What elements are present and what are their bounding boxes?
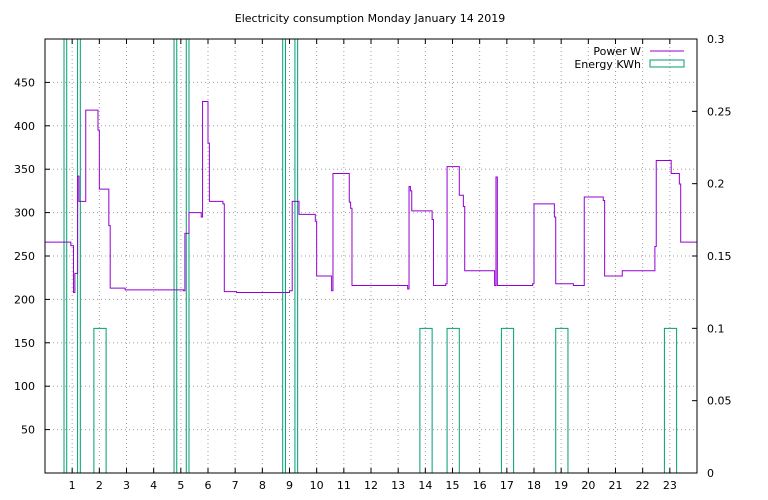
y-tick-label: 200 [14, 293, 35, 306]
x-tick-label: 1 [69, 479, 76, 492]
y2-tick-label: 0.05 [707, 395, 732, 408]
x-tick-label: 2 [96, 479, 103, 492]
y-tick-label: 100 [14, 380, 35, 393]
x-tick-label: 6 [205, 479, 212, 492]
energy-bar [294, 38, 299, 473]
energy-bar [185, 38, 190, 473]
x-tick-label: 8 [259, 479, 266, 492]
x-tick-label: 3 [123, 479, 130, 492]
x-tick-label: 5 [177, 479, 184, 492]
y2-tick-label: 0.25 [707, 105, 732, 118]
chart-title: Electricity consumption Monday January 1… [235, 12, 505, 25]
energy-bar [419, 327, 433, 473]
x-tick-label: 20 [581, 479, 595, 492]
x-tick-label: 19 [554, 479, 568, 492]
x-tick-label: 18 [527, 479, 541, 492]
power-series [45, 100, 697, 293]
x-tick-label: 13 [391, 479, 405, 492]
x-tick-label: 14 [418, 479, 432, 492]
y2-tick-label: 0.3 [707, 33, 725, 46]
energy-bar [93, 327, 107, 473]
y2-tick-label: 0.2 [707, 178, 725, 191]
legend-swatch-energy [649, 59, 685, 68]
x-tick-label: 9 [286, 479, 293, 492]
energy-bar [173, 38, 178, 473]
x-tick-label: 23 [663, 479, 677, 492]
y-tick-label: 450 [14, 76, 35, 89]
y2-tick-label: 0.1 [707, 322, 725, 335]
x-tick-label: 7 [232, 479, 239, 492]
x-tick-label: 21 [609, 479, 623, 492]
axes: 1 2 3 4 5 6 7 8 9 10 11 12 13 14 15 16 17 18 19 20 21 22 23501… [14, 33, 732, 492]
x-tick-label: 12 [364, 479, 378, 492]
y-tick-label: 400 [14, 120, 35, 133]
energy-bar [282, 38, 286, 473]
x-tick-label: 4 [150, 479, 157, 492]
legend: Power W Energy KWh [574, 45, 685, 71]
y2-tick-label: 0 [707, 467, 714, 480]
x-tick-label: 16 [473, 479, 487, 492]
grid [45, 39, 697, 473]
energy-bar [663, 327, 678, 473]
energy-bar [500, 327, 515, 473]
power-line [45, 100, 697, 293]
x-tick-label: 15 [446, 479, 460, 492]
x-tick-label: 11 [337, 479, 351, 492]
x-tick-label: 10 [310, 479, 324, 492]
legend-label-energy: Energy KWh [574, 58, 641, 71]
y-tick-label: 150 [14, 337, 35, 350]
legend-label-power: Power W [593, 45, 641, 58]
energy-bar [555, 327, 569, 473]
y-tick-label: 50 [21, 424, 35, 437]
y-tick-label: 350 [14, 163, 35, 176]
y-tick-label: 300 [14, 207, 35, 220]
x-tick-label: 17 [500, 479, 514, 492]
energy-bar [446, 327, 460, 473]
y2-tick-label: 0.15 [707, 250, 732, 263]
y-tick-label: 250 [14, 250, 35, 263]
x-tick-label: 22 [636, 479, 650, 492]
